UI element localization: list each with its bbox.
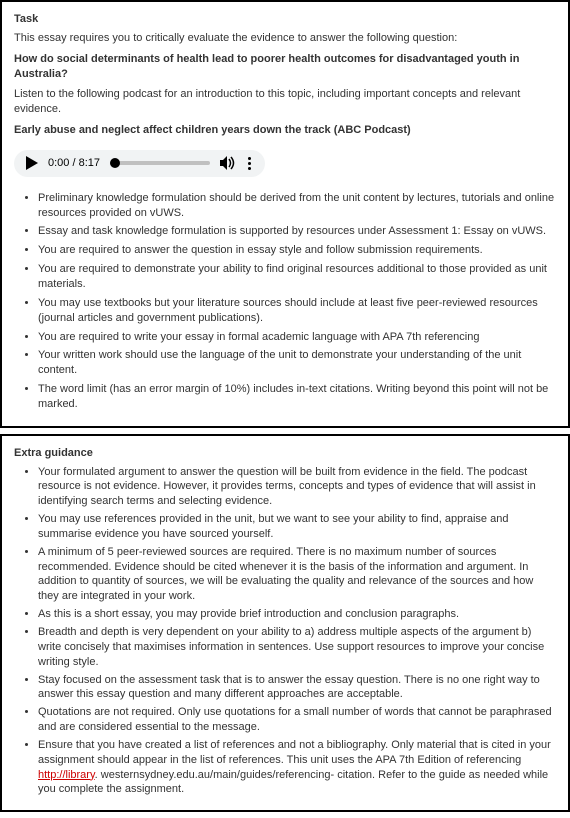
play-icon[interactable] <box>26 156 38 170</box>
audio-progress-thumb[interactable] <box>110 158 120 168</box>
list-item: The word limit (has an error margin of 1… <box>38 382 556 412</box>
referencing-link[interactable]: http://library <box>38 769 95 781</box>
list-item: Essay and task knowledge formulation is … <box>38 224 556 239</box>
list-item: Stay focused on the assessment task that… <box>38 673 556 703</box>
volume-icon[interactable] <box>220 156 236 170</box>
task-intro-text: This essay requires you to critically ev… <box>14 31 556 46</box>
list-item: Your written work should use the languag… <box>38 348 556 378</box>
list-item: Breadth and depth is very dependent on y… <box>38 625 556 670</box>
audio-progress-track[interactable] <box>110 161 210 165</box>
guidance-bullet-list: Your formulated argument to answer the q… <box>14 465 556 798</box>
guidance-panel: Extra guidance Your formulated argument … <box>0 434 570 813</box>
audio-player[interactable]: 0:00 / 8:17 <box>14 150 265 177</box>
ref-text-pre: Ensure that you have created a list of r… <box>38 739 551 766</box>
list-item: You are required to answer the question … <box>38 243 556 258</box>
essay-question: How do social determinants of health lea… <box>14 52 556 82</box>
ref-text-post: . westernsydney.edu.au/main/guides/refer… <box>38 769 548 796</box>
task-panel: Task This essay requires you to critical… <box>0 0 570 428</box>
list-item: You may use references provided in the u… <box>38 512 556 542</box>
list-item: Preliminary knowledge formulation should… <box>38 191 556 221</box>
audio-time: 0:00 / 8:17 <box>48 156 100 171</box>
task-heading: Task <box>14 12 556 27</box>
list-item: A minimum of 5 peer-reviewed sources are… <box>38 545 556 604</box>
listen-instruction: Listen to the following podcast for an i… <box>14 87 556 117</box>
task-bullet-list: Preliminary knowledge formulation should… <box>14 191 556 412</box>
list-item: Quotations are not required. Only use qu… <box>38 705 556 735</box>
podcast-title: Early abuse and neglect affect children … <box>14 123 556 138</box>
list-item: You may use textbooks but your literatur… <box>38 296 556 326</box>
list-item: As this is a short essay, you may provid… <box>38 607 556 622</box>
guidance-heading: Extra guidance <box>14 446 556 461</box>
list-item: You are required to demonstrate your abi… <box>38 262 556 292</box>
list-item-with-link: Ensure that you have created a list of r… <box>38 738 556 797</box>
list-item: Your formulated argument to answer the q… <box>38 465 556 510</box>
audio-menu-icon[interactable] <box>246 157 253 170</box>
list-item: You are required to write your essay in … <box>38 330 556 345</box>
